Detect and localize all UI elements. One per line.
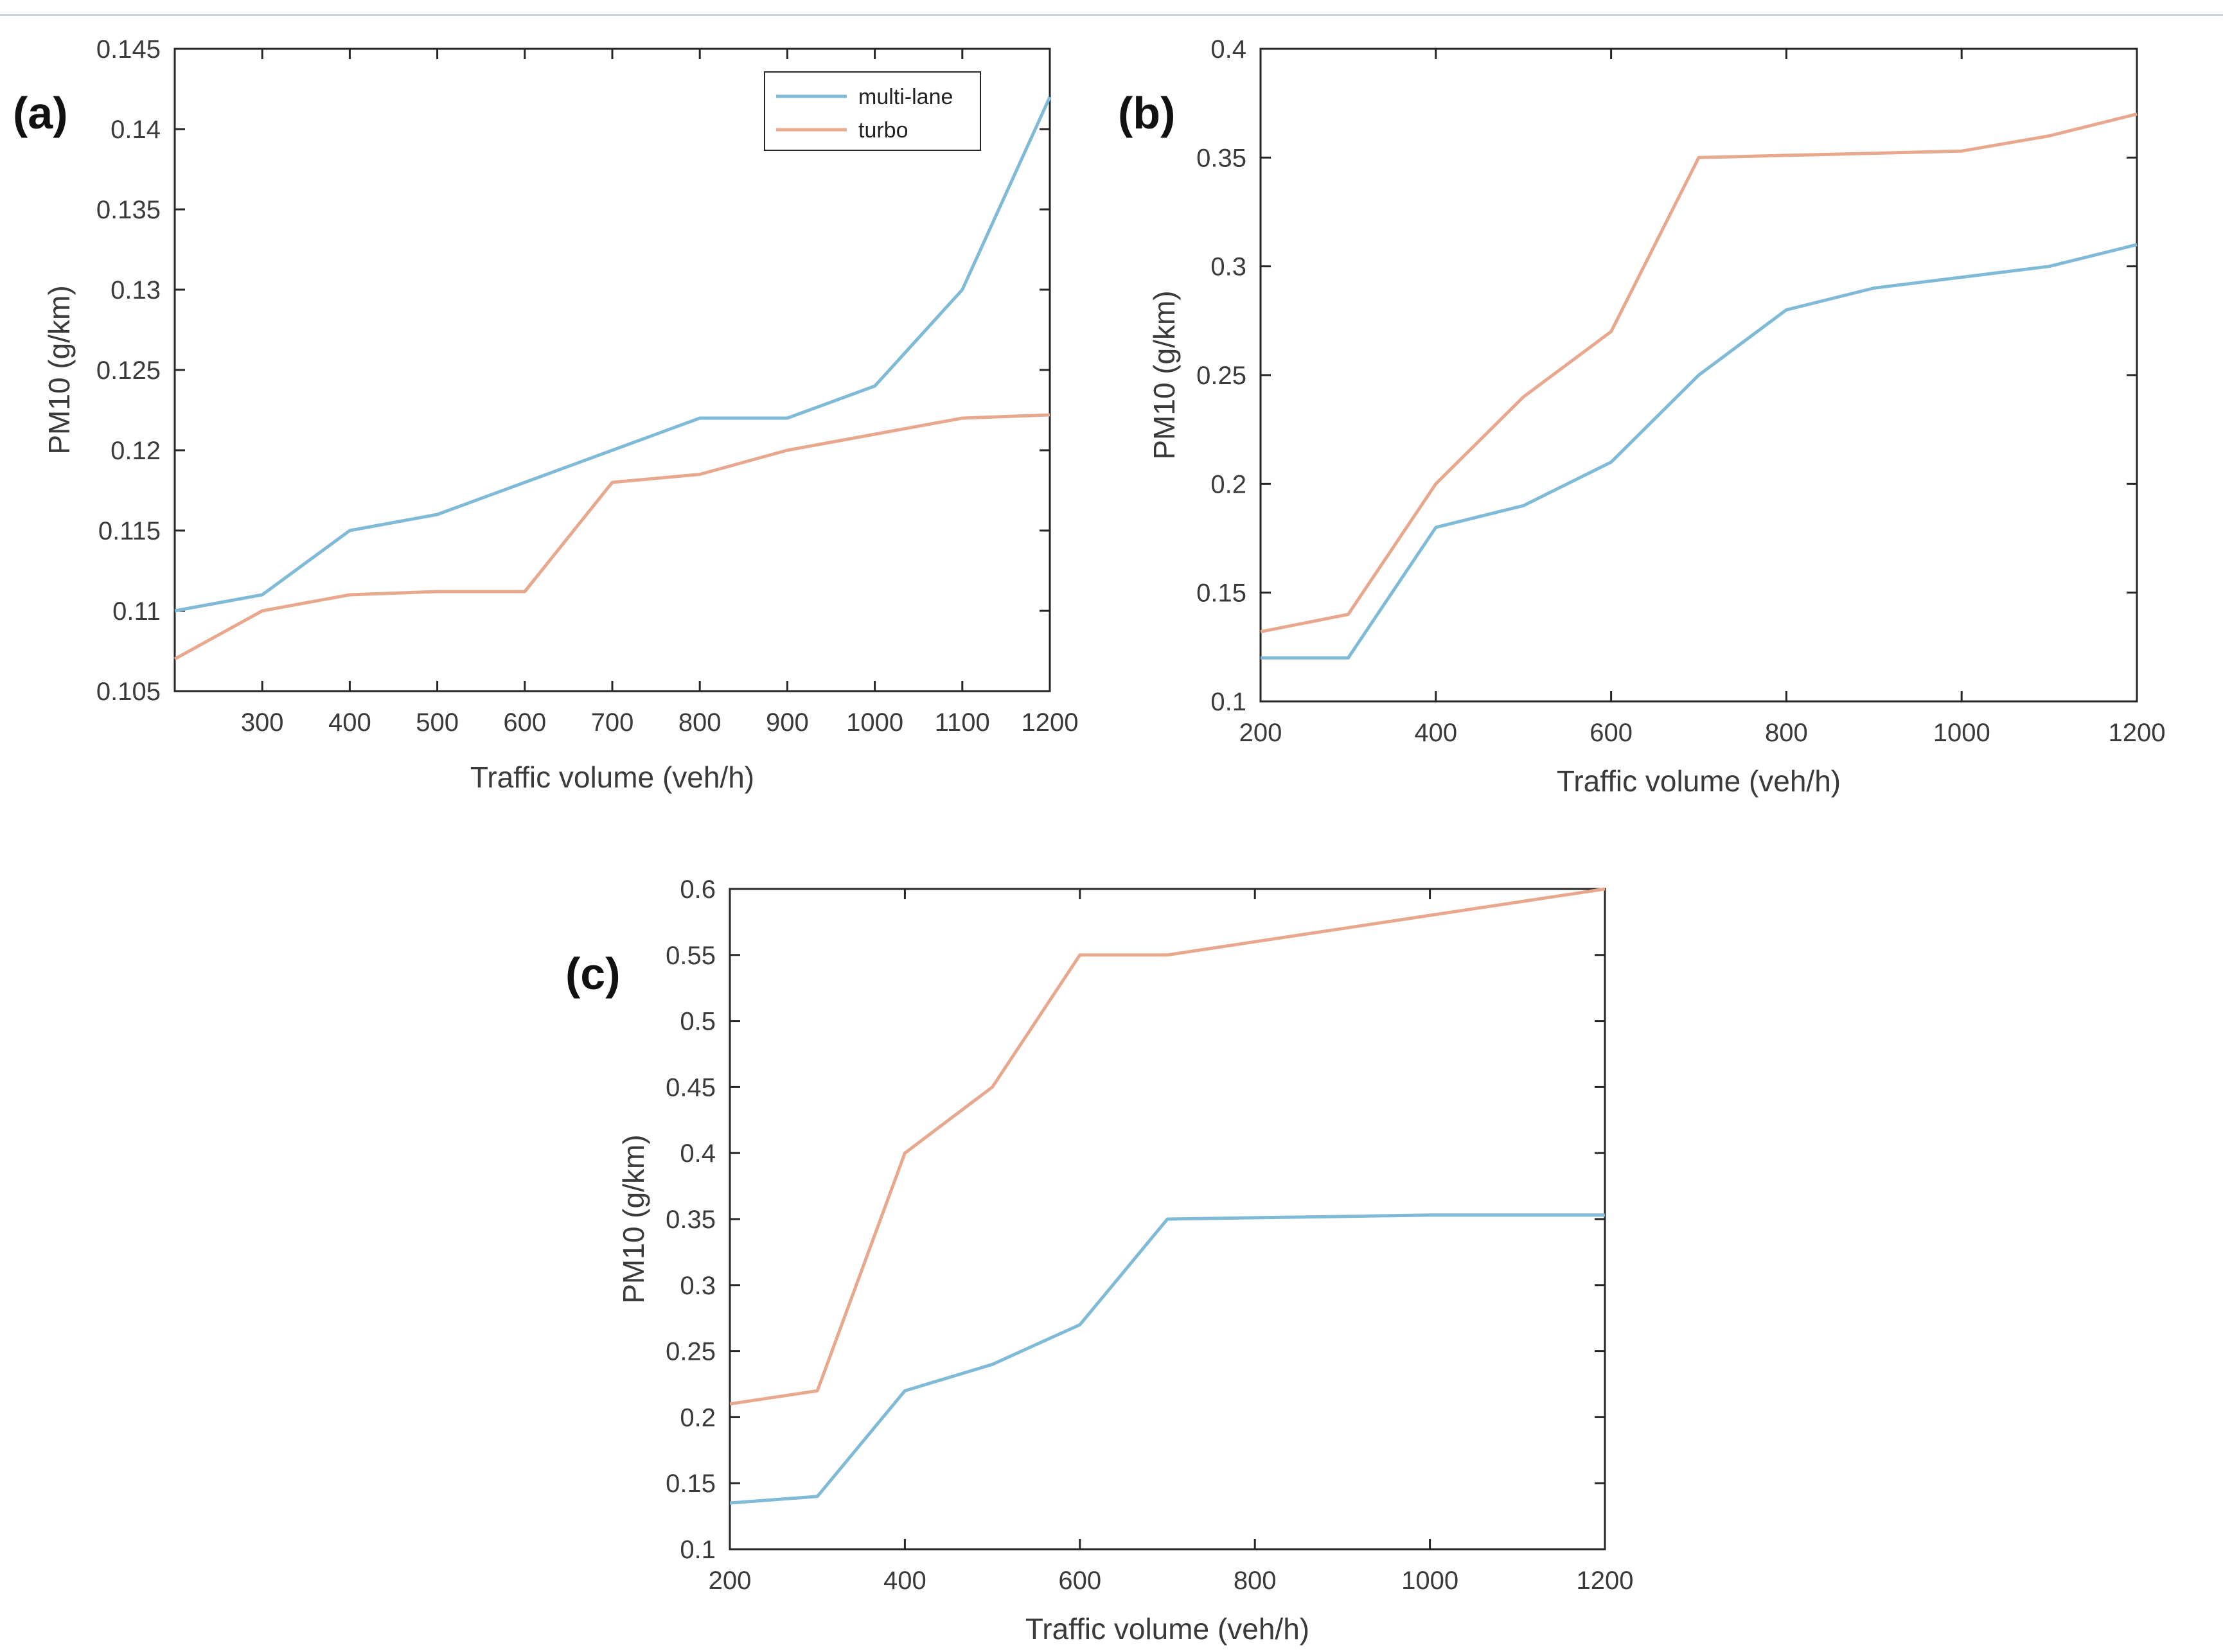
- series-line-multi-lane-2: [729, 1213, 1605, 1505]
- x-tick-label: 1100: [935, 708, 990, 737]
- series-line-turbo-1: [1260, 112, 2138, 634]
- x-tick-label: 1000: [846, 708, 903, 737]
- y-tick-label: 0.2: [680, 1403, 716, 1432]
- y-tick-label: 0.3: [1210, 253, 1246, 281]
- x-axis-title: Traffic volume (veh/h): [1025, 1612, 1309, 1646]
- series-line-turbo-0: [173, 413, 1050, 661]
- y-tick-label: 0.35: [666, 1206, 716, 1234]
- y-tick-label: 0.3: [680, 1272, 716, 1300]
- x-tick-label: 400: [1414, 719, 1457, 747]
- x-tick-label: 400: [328, 708, 371, 737]
- y-tick-label: 0.35: [1196, 144, 1246, 172]
- x-tick-label: 600: [1590, 719, 1633, 747]
- y-tick-label: 0.105: [96, 678, 161, 706]
- x-tick-label: 1200: [2109, 719, 2166, 747]
- x-tick-label: 600: [1058, 1567, 1101, 1595]
- panel-label-1: (b): [1118, 88, 1175, 138]
- x-tick-label: 800: [1765, 719, 1808, 747]
- y-tick-label: 0.4: [680, 1139, 716, 1168]
- y-tick-label: 0.12: [111, 437, 161, 465]
- plot-frame-0: [173, 48, 1051, 692]
- x-tick-label: 500: [416, 708, 459, 737]
- x-tick-label: 700: [591, 708, 634, 737]
- y-axis-title: PM10 (g/km): [617, 1134, 650, 1303]
- y-axis-title: PM10 (g/km): [42, 285, 76, 454]
- y-tick-label: 0.5: [680, 1008, 716, 1036]
- x-axis-title: Traffic volume (veh/h): [1557, 764, 1841, 798]
- y-tick-label: 0.15: [1196, 579, 1246, 608]
- y-tick-label: 0.115: [98, 517, 161, 545]
- y-tick-label: 0.2: [1210, 470, 1246, 498]
- x-tick-label: 800: [678, 708, 722, 737]
- series-line-multi-lane-0: [174, 96, 1052, 613]
- x-tick-label: 1200: [1577, 1567, 1634, 1595]
- x-tick-label: 1200: [1022, 708, 1079, 737]
- y-tick-label: 0.135: [96, 196, 161, 224]
- y-tick-label: 0.45: [666, 1073, 716, 1102]
- panel-label-0: (a): [13, 88, 68, 138]
- y-tick-label: 0.4: [1210, 35, 1246, 64]
- y-tick-label: 0.55: [666, 942, 716, 970]
- x-tick-label: 200: [1239, 719, 1282, 747]
- y-axis-title: PM10 (g/km): [1147, 290, 1181, 459]
- y-tick-label: 0.13: [111, 276, 161, 304]
- y-tick-label: 0.1: [680, 1536, 716, 1564]
- x-axis-title: Traffic volume (veh/h): [470, 760, 754, 794]
- legend-label-turbo: turbo: [858, 118, 908, 143]
- y-tick-label: 0.25: [666, 1338, 716, 1366]
- legend-box: [764, 71, 981, 151]
- y-tick-label: 0.11: [112, 597, 161, 626]
- y-tick-label: 0.15: [666, 1470, 716, 1498]
- y-tick-label: 0.1: [1210, 688, 1246, 716]
- x-tick-label: 800: [1234, 1567, 1277, 1595]
- x-tick-label: 400: [883, 1567, 926, 1595]
- y-tick-label: 0.6: [680, 875, 716, 904]
- x-tick-label: 200: [709, 1567, 752, 1595]
- x-tick-label: 600: [503, 708, 546, 737]
- series-line-turbo-2: [729, 887, 1606, 1406]
- x-tick-label: 1000: [1401, 1567, 1458, 1595]
- y-tick-label: 0.25: [1196, 362, 1246, 390]
- x-tick-label: 1000: [1933, 719, 1990, 747]
- y-tick-label: 0.14: [111, 116, 161, 144]
- legend-label-multi-lane: multi-lane: [858, 85, 953, 109]
- x-tick-label: 300: [241, 708, 284, 737]
- top-divider: [0, 14, 2223, 16]
- y-tick-label: 0.125: [96, 356, 161, 385]
- y-tick-label: 0.145: [96, 35, 161, 64]
- series-line-multi-lane-1: [1261, 243, 2138, 660]
- x-tick-label: 900: [766, 708, 809, 737]
- panel-label-2: (c): [565, 949, 621, 999]
